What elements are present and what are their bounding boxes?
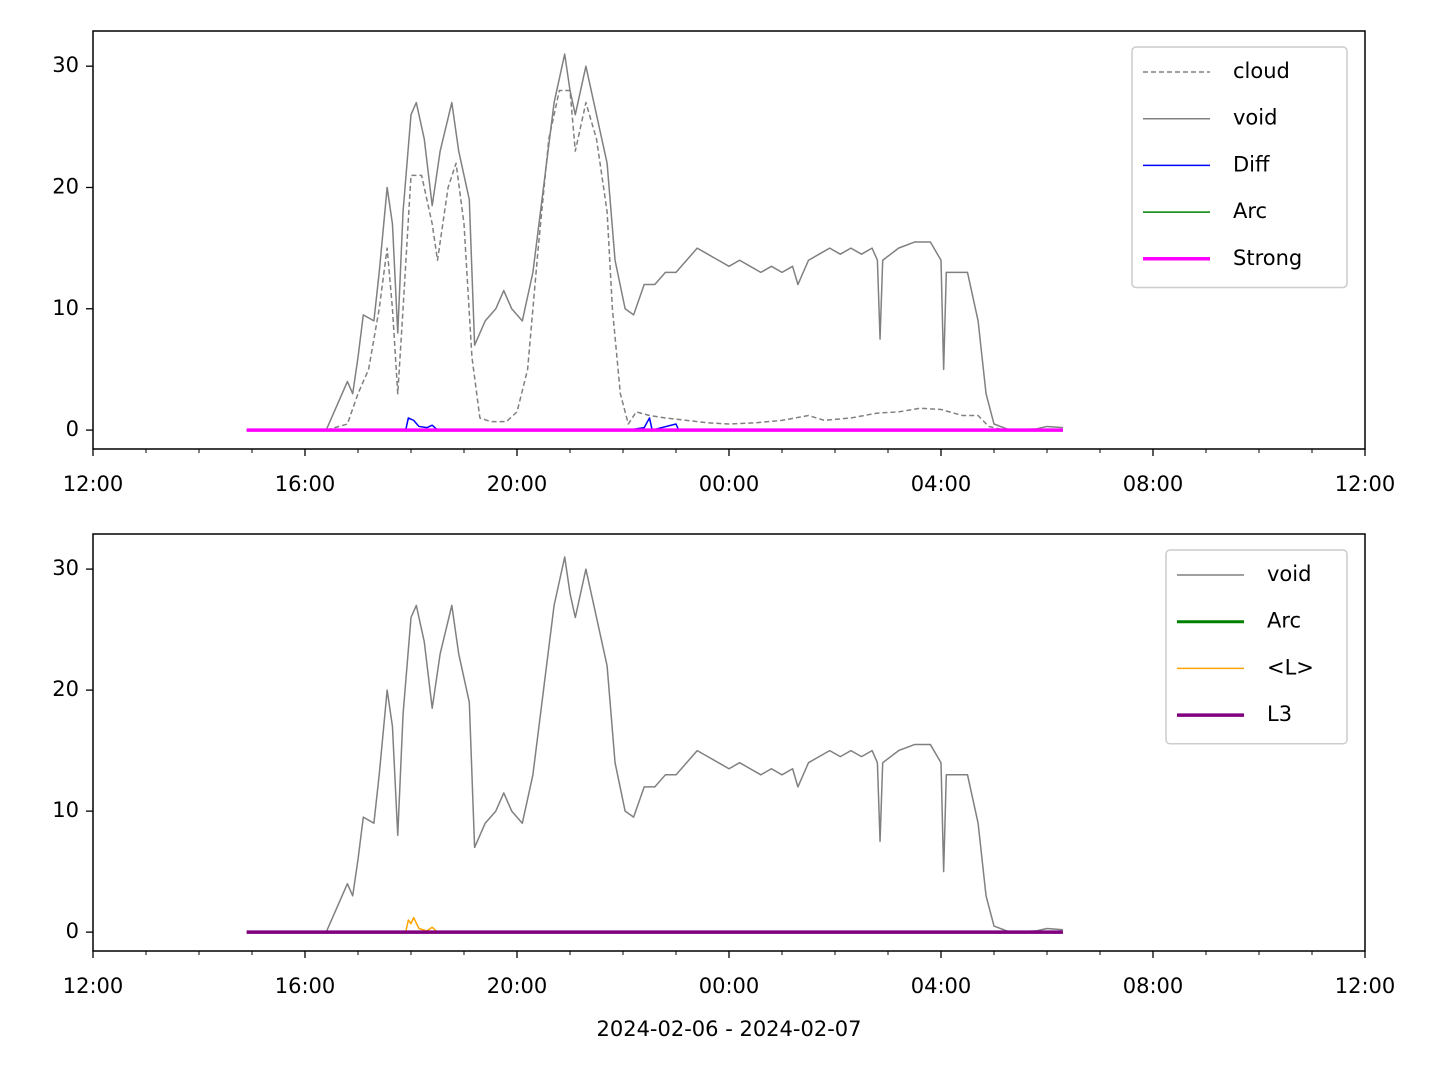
legend-box — [1131, 46, 1348, 289]
x-tick-label: 08:00 — [1123, 472, 1184, 496]
x-tick-label: 12:00 — [1335, 472, 1396, 496]
legend-label: Arc — [1233, 199, 1267, 223]
x-tick-label: 12:00 — [63, 974, 124, 998]
series-line — [246, 53, 1063, 431]
series-line — [246, 417, 1063, 431]
series-line — [246, 916, 1063, 933]
x-tick-label: 20:00 — [487, 472, 548, 496]
y-tick-label: 20 — [52, 174, 79, 198]
x-tick-label: 04:00 — [911, 472, 972, 496]
y-tick-label: 0 — [66, 919, 79, 943]
x-tick-label: 12:00 — [1335, 974, 1396, 998]
legend-box — [1165, 549, 1348, 745]
y-tick-label: 30 — [52, 53, 79, 77]
x-tick-label: 08:00 — [1123, 974, 1184, 998]
x-tick-label: 04:00 — [911, 974, 972, 998]
y-tick-label: 20 — [52, 677, 79, 701]
y-tick-label: 0 — [66, 417, 79, 441]
x-tick-label: 00:00 — [699, 974, 760, 998]
legend-label: <L> — [1267, 655, 1314, 679]
plot-area — [246, 556, 1063, 934]
legend-label: cloud — [1233, 59, 1290, 83]
legend-label: L3 — [1267, 702, 1292, 726]
legend-label: Diff — [1233, 152, 1270, 176]
legend-label: Strong — [1233, 246, 1302, 270]
legend-label: void — [1233, 106, 1277, 130]
legend-label: void — [1267, 562, 1311, 586]
y-tick-label: 10 — [52, 798, 79, 822]
x-tick-label: 16:00 — [275, 472, 336, 496]
x-axis-label: 2024-02-06 - 2024-02-07 — [596, 1017, 861, 1041]
x-tick-label: 12:00 — [63, 472, 124, 496]
series-line — [246, 556, 1063, 933]
x-tick-label: 20:00 — [487, 974, 548, 998]
y-tick-label: 30 — [52, 556, 79, 580]
plot-area — [246, 53, 1063, 432]
series-line — [246, 89, 1063, 431]
x-tick-label: 00:00 — [699, 472, 760, 496]
x-tick-label: 16:00 — [275, 974, 336, 998]
legend-label: Arc — [1267, 609, 1301, 633]
y-tick-label: 10 — [52, 296, 79, 320]
